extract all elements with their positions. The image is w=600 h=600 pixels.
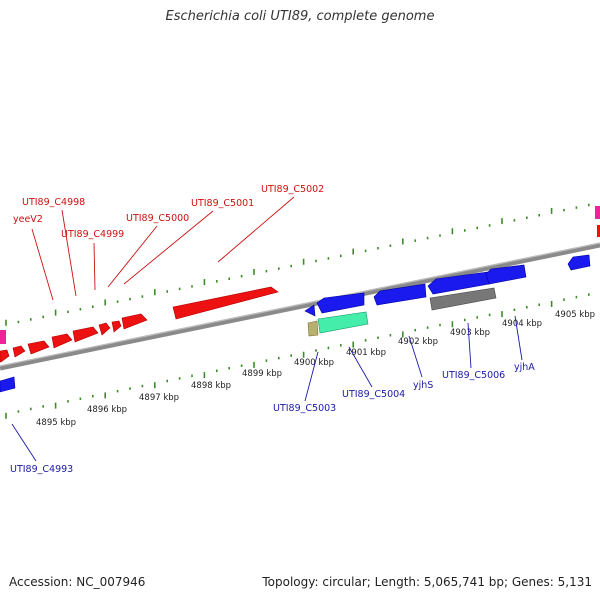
reverse-gene-leader [304,351,319,402]
reverse-gene[interactable] [0,376,16,393]
reverse-scale-ticks [5,293,590,419]
forward-gene-label[interactable]: UTI89_C5001 [191,198,254,209]
edge-gene-red[interactable] [597,225,600,237]
scale-labels: 4895 kbp 4896 kbp 4897 kbp 4898 kbp 4899 kbp… [36,310,595,428]
forward-gene[interactable] [111,320,122,333]
scale-label: 4896 kbp [87,405,127,415]
scale-label: 4903 kbp [450,328,490,338]
forward-gene[interactable] [51,333,73,349]
forward-gene[interactable] [98,322,111,336]
forward-gene-leader [93,242,96,291]
scale-label: 4901 kbp [346,348,386,358]
forward-gene-label[interactable]: UTI89_C5000 [126,213,189,224]
forward-gene[interactable] [12,345,26,358]
map-title: Escherichia coli UTI89, complete genome [165,9,435,24]
reverse-gene[interactable] [373,283,427,306]
reverse-gene-label[interactable]: UTI89_C5003 [273,403,336,414]
scale-label: 4902 kbp [398,337,438,347]
forward-gene-leader [217,196,295,263]
scale-label: 4898 kbp [191,381,231,391]
reverse-gene[interactable] [304,304,316,317]
edge-gene-magenta[interactable] [595,206,600,219]
forward-gene[interactable] [0,349,10,363]
scale-label: 4895 kbp [36,418,76,428]
reverse-gene-label[interactable]: yjhS [413,380,433,391]
forward-gene-labels: yeeV2UTI89_C4998UTI89_C4999UTI89_C5000UT… [13,184,324,301]
edge-gene-magenta[interactable] [0,330,6,344]
forward-gene-label[interactable]: yeeV2 [13,214,43,225]
reverse-gene-leader [408,335,423,378]
forward-gene-leader [31,228,54,301]
reverse-gene[interactable] [429,287,497,311]
forward-gene-label[interactable]: UTI89_C5002 [261,184,324,195]
scale-label: 4904 kbp [502,319,542,329]
reverse-gene-leader [11,423,37,462]
reverse-gene-labels: UTI89_C4993 UTI89_C5003 UTI89_C5004 yjhS UTI… [10,315,535,475]
scale-label: 4899 kbp [242,369,282,379]
reverse-gene-label[interactable]: UTI89_C4993 [10,464,73,475]
scale-label: 4897 kbp [139,393,179,403]
scale-label: 4900 kbp [294,358,334,368]
forward-scale-ticks [5,203,590,326]
reverse-gene-leader [348,346,373,388]
reverse-gene-leader [514,315,523,361]
forward-gene-leader [123,210,214,285]
reverse-gene[interactable] [317,311,369,334]
genome-backbone [0,242,600,371]
forward-gene[interactable] [172,286,279,320]
accession-label: Accession: NC_007946 [9,575,146,589]
forward-gene-leader [61,209,77,297]
reverse-gene-label[interactable]: UTI89_C5006 [442,370,505,381]
reverse-gene[interactable] [307,320,319,337]
forward-gene[interactable] [121,313,148,330]
forward-gene-leader [107,225,158,288]
forward-gene-label[interactable]: UTI89_C4999 [61,229,124,240]
forward-gene[interactable] [27,340,50,355]
topology-summary: Topology: circular; Length: 5,065,741 bp… [262,575,592,589]
forward-genes [0,286,279,363]
reverse-gene[interactable] [567,254,591,271]
reverse-gene-leader [467,322,472,369]
scale-label: 4905 kbp [555,310,595,320]
reverse-gene-label[interactable]: UTI89_C5004 [342,389,405,400]
reverse-gene[interactable] [316,292,365,314]
forward-gene[interactable] [72,326,99,343]
forward-gene-label[interactable]: UTI89_C4998 [22,197,85,208]
reverse-genes [0,254,591,393]
reverse-gene-label[interactable]: yjhA [514,362,535,373]
reverse-gene[interactable] [485,264,527,285]
